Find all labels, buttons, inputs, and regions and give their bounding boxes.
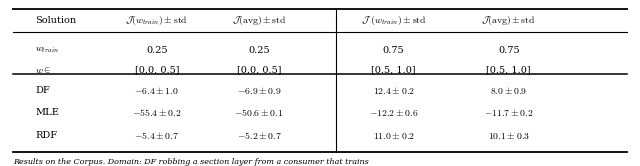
Text: $\mathbf{10.1\pm 0.3}$: $\mathbf{10.1\pm 0.3}$ xyxy=(488,130,530,141)
Text: [0.0, 0.5]: [0.0, 0.5] xyxy=(237,65,282,74)
Text: $w_{train}$: $w_{train}$ xyxy=(35,46,60,55)
Text: 0.25: 0.25 xyxy=(248,46,270,55)
Text: [0.5, 1.0]: [0.5, 1.0] xyxy=(371,65,416,74)
Text: $-11.7\pm 0.2$: $-11.7\pm 0.2$ xyxy=(484,107,534,118)
Text: $-50.6\pm 0.1$: $-50.6\pm 0.1$ xyxy=(234,107,284,118)
Text: $\mathcal{J}(\mathrm{avg})\pm\mathrm{std}$: $\mathcal{J}(\mathrm{avg})\pm\mathrm{std… xyxy=(481,14,536,27)
Text: $w \in$: $w \in$ xyxy=(35,65,51,75)
Text: 0.75: 0.75 xyxy=(498,46,520,55)
Text: 0.75: 0.75 xyxy=(383,46,404,55)
Text: $-12.2\pm 0.6$: $-12.2\pm 0.6$ xyxy=(369,107,419,118)
Text: $\mathbf{12.4\pm 0.2}$: $\mathbf{12.4\pm 0.2}$ xyxy=(372,85,415,96)
Text: [0.5, 1.0]: [0.5, 1.0] xyxy=(486,65,531,74)
Text: $\mathbf{-5.4\pm 0.7}$: $\mathbf{-5.4\pm 0.7}$ xyxy=(134,130,179,141)
Text: $\mathcal{J}\ (w_{train})\pm\mathrm{std}$: $\mathcal{J}\ (w_{train})\pm\mathrm{std}… xyxy=(361,14,426,27)
Text: $-55.4\pm 0.2$: $-55.4\pm 0.2$ xyxy=(132,107,182,118)
Text: $-6.9\pm 0.9$: $-6.9\pm 0.9$ xyxy=(237,85,282,96)
Text: $8.0\pm 0.9$: $8.0\pm 0.9$ xyxy=(490,85,527,96)
Text: $11.0\pm 0.2$: $11.0\pm 0.2$ xyxy=(372,130,415,141)
Text: 0.25: 0.25 xyxy=(146,46,168,55)
Text: MLE: MLE xyxy=(35,108,59,117)
Text: Solution: Solution xyxy=(35,16,76,25)
Text: $\mathcal{J}(w_{train})\pm\mathrm{std}$: $\mathcal{J}(w_{train})\pm\mathrm{std}$ xyxy=(125,14,188,27)
Text: RDF: RDF xyxy=(35,131,58,140)
Text: $\mathbf{-6.4\pm 1.0}$: $\mathbf{-6.4\pm 1.0}$ xyxy=(134,85,179,96)
Text: [0.0, 0.5]: [0.0, 0.5] xyxy=(134,65,179,74)
Text: $\mathbf{-5.2\pm 0.7}$: $\mathbf{-5.2\pm 0.7}$ xyxy=(237,130,282,141)
Text: $\mathcal{J}(\mathrm{avg})\pm\mathrm{std}$: $\mathcal{J}(\mathrm{avg})\pm\mathrm{std… xyxy=(232,14,287,27)
Text: Results on the Corpus. Domain: DF robbing a section layer from a consumer that t: Results on the Corpus. Domain: DF robbin… xyxy=(13,158,369,166)
Text: DF: DF xyxy=(35,86,50,95)
